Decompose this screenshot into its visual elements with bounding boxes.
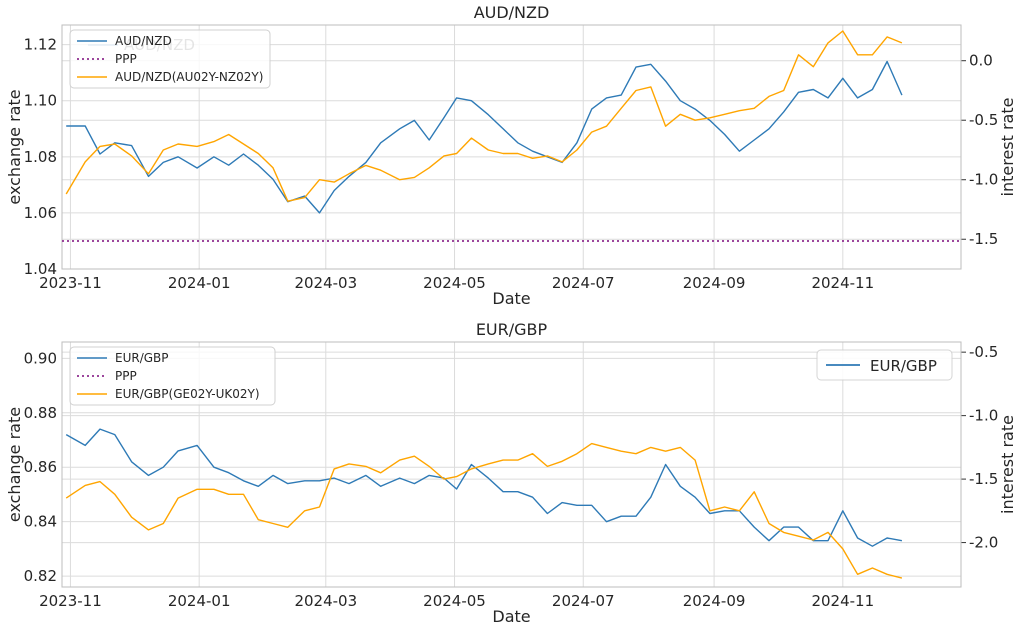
x-tick-label: 2023-11	[39, 274, 102, 292]
chart-title: AUD/NZD	[474, 3, 550, 22]
y-right-tick-label: -2.0	[969, 534, 998, 552]
x-tick-label: 2024-11	[811, 274, 874, 292]
x-tick-label: 2024-09	[683, 592, 746, 610]
x-tick-label: 2024-05	[423, 592, 486, 610]
y-right-tick-label: -1.5	[969, 470, 998, 488]
y-right-tick-label: -1.0	[969, 171, 998, 189]
series-line-aud-nzd-au02y-nz02y-	[65, 30, 903, 202]
x-tick-label: 2024-11	[811, 592, 874, 610]
legend-box	[69, 346, 276, 406]
y-tick-label: 1.04	[24, 260, 57, 278]
x-tick-label: 2024-05	[423, 274, 486, 292]
x-axis-label: Date	[492, 289, 530, 308]
y-right-tick-label: -1.5	[969, 230, 998, 248]
series-line-eur-gbp	[65, 428, 903, 547]
y-right-tick-label: 0.0	[969, 52, 993, 70]
secondary-legend: EUR/GBP	[816, 349, 953, 381]
x-axis-label: Date	[492, 607, 530, 626]
chart-title: EUR/GBP	[476, 320, 548, 339]
y-axis-label: exchange rate	[5, 89, 24, 204]
y-right-tick-label: -0.5	[969, 111, 998, 129]
chart-panel-1: 2023-11 2024-01 2024-03 2024-05 2024-07 2024-…	[5, 3, 1017, 308]
primary-legend: EUR/GBP PPP EUR/GBP(GE02Y-UK02Y)	[69, 346, 276, 406]
legend-label: EUR/GBP(GE02Y-UK02Y)	[115, 387, 260, 401]
y-right-axis-label: interest rate	[998, 415, 1017, 514]
series-line-aud-nzd	[66, 60, 903, 214]
legend-label: AUD/NZD	[115, 34, 172, 48]
y-tick-label: 0.82	[24, 567, 57, 585]
plot-frame	[61, 341, 962, 588]
y-tick-label: 0.86	[24, 458, 57, 476]
y-tick-label: 0.84	[24, 513, 57, 531]
x-tick-label: 2023-11	[39, 592, 102, 610]
series-line-eur-gbp-ge02y-uk02y-	[65, 442, 903, 579]
y-tick-label: 1.08	[24, 148, 57, 166]
x-tick-label: 2024-09	[683, 274, 746, 292]
legend-box	[816, 349, 953, 381]
legend-box	[69, 29, 271, 89]
y-right-tick-label: -0.5	[969, 343, 998, 361]
y-axis-label: exchange rate	[5, 407, 24, 522]
y-tick-label: 0.90	[24, 349, 57, 367]
x-tick-label: 2024-03	[294, 274, 357, 292]
plot-frame	[61, 24, 962, 270]
legend-label: PPP	[115, 369, 137, 383]
legend-label: EUR/GBP	[870, 357, 937, 375]
y-tick-label: 1.06	[24, 204, 57, 222]
x-tick-label: 2024-07	[552, 592, 615, 610]
y-right-axis-label: interest rate	[998, 98, 1017, 197]
legend-label: EUR/GBP	[115, 351, 169, 365]
y-tick-label: 1.10	[24, 92, 57, 110]
y-tick-label: 0.88	[24, 404, 57, 422]
primary-legend: AUD/NZD PPP AUD/NZD(AU02Y-NZ02Y)	[69, 29, 271, 89]
legend-label: AUD/NZD(AU02Y-NZ02Y)	[115, 70, 263, 84]
x-tick-label: 2024-01	[168, 274, 231, 292]
x-tick-label: 2024-01	[168, 592, 231, 610]
legend-label: PPP	[115, 52, 137, 66]
chart-panel-2: 2023-11 2024-01 2024-03 2024-05 2024-07 2024-…	[5, 320, 1017, 626]
y-right-tick-label: -1.0	[969, 407, 998, 425]
x-tick-label: 2024-07	[552, 274, 615, 292]
y-tick-label: 1.12	[24, 36, 57, 54]
x-tick-label: 2024-03	[294, 592, 357, 610]
